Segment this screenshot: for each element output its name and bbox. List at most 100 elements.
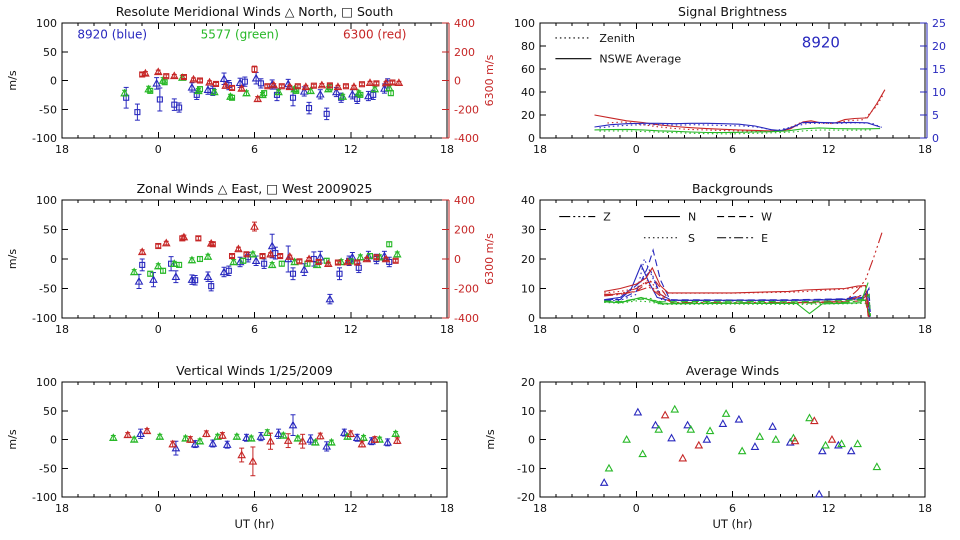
marker-triangle xyxy=(348,89,357,98)
y-tick-label: -10 xyxy=(517,462,535,475)
marker-triangle xyxy=(365,78,375,87)
marker-triangle xyxy=(325,294,335,303)
marker-square xyxy=(179,235,186,242)
marker-triangle xyxy=(323,259,333,267)
x-tick-label: 18 xyxy=(55,323,69,336)
marker-triangle xyxy=(872,462,882,471)
series-bg-green-e xyxy=(604,297,871,316)
data-line xyxy=(604,230,884,304)
right-axis-label: 6300 m/s xyxy=(483,54,496,106)
marker-square xyxy=(240,257,247,264)
marker-triangle xyxy=(161,238,171,247)
marker-triangle xyxy=(367,436,376,445)
panel-title: Signal Brightness xyxy=(678,4,787,19)
data-line xyxy=(599,122,882,132)
marker-triangle xyxy=(817,446,827,455)
legend-label: W xyxy=(761,211,772,224)
x-tick-label: 0 xyxy=(633,143,640,156)
right-axis-tick-label: -200 xyxy=(454,103,479,116)
marker-triangle xyxy=(187,82,197,91)
marker-triangle xyxy=(203,85,213,93)
marker-triangle xyxy=(375,434,384,443)
marker-triangle xyxy=(108,433,118,442)
data-line xyxy=(604,278,866,294)
marker-triangle xyxy=(246,433,256,442)
marker-square xyxy=(160,267,167,274)
marker-triangle xyxy=(285,252,295,260)
marker-triangle xyxy=(633,407,643,416)
marker-triangle xyxy=(837,439,846,448)
marker-triangle xyxy=(149,275,158,283)
marker-triangle xyxy=(299,265,309,273)
marker-triangle xyxy=(142,426,152,435)
marker-triangle xyxy=(790,436,800,445)
marker-square xyxy=(212,80,220,87)
marker-triangle xyxy=(136,429,145,437)
series-5577-zenith xyxy=(599,129,873,135)
y-tick-label: 10 xyxy=(521,283,535,296)
marker-triangle xyxy=(187,255,197,264)
x-tick-label: 18 xyxy=(440,143,454,156)
x-tick-label: 12 xyxy=(344,143,358,156)
x-tick-label: 18 xyxy=(55,502,69,515)
marker-triangle xyxy=(306,86,315,95)
y-tick-label: -50 xyxy=(39,283,57,296)
x-tick-label: 18 xyxy=(440,502,454,515)
marker-triangle xyxy=(283,436,293,444)
marker-triangle xyxy=(155,432,165,440)
y-tick-label: 0 xyxy=(50,75,57,88)
marker-square xyxy=(259,253,266,260)
marker-triangle xyxy=(381,78,391,87)
marker-triangle xyxy=(189,74,198,83)
y-tick-label: -100 xyxy=(32,491,57,504)
marker-square xyxy=(228,94,236,101)
marker-triangle xyxy=(670,404,680,413)
marker-triangle xyxy=(219,74,229,83)
panel-title: Average Winds xyxy=(686,363,779,378)
legend-label: Z xyxy=(603,211,611,224)
marker-triangle xyxy=(750,442,760,450)
marker-triangle xyxy=(232,432,242,440)
marker-triangle xyxy=(814,489,824,498)
marker-triangle xyxy=(219,267,229,276)
plot-frame xyxy=(61,381,448,498)
marker-triangle xyxy=(267,241,277,250)
x-tick-label: 18 xyxy=(918,323,932,336)
data-line xyxy=(599,129,873,135)
series-bg-blue-n xyxy=(604,263,871,318)
marker-triangle xyxy=(392,436,402,444)
panel-title: Vertical Winds 1/25/2009 xyxy=(176,363,333,378)
marker-triangle xyxy=(383,437,392,446)
marker-triangle xyxy=(195,436,205,445)
marker-triangle xyxy=(846,446,856,455)
y-tick-label: 0 xyxy=(528,312,535,325)
x-tick-label: 6 xyxy=(251,143,258,156)
marker-triangle xyxy=(333,82,343,91)
data-line xyxy=(594,89,886,132)
marker-triangle xyxy=(315,431,325,440)
data-line xyxy=(607,94,884,132)
marker-square xyxy=(139,71,146,78)
x-tick-label: 12 xyxy=(822,502,836,515)
marker-square xyxy=(334,259,341,266)
marker-square xyxy=(257,80,264,87)
marker-square xyxy=(147,87,154,94)
series-6300-nswe-average xyxy=(594,89,886,132)
series-8920-south xyxy=(123,76,391,121)
marker-square xyxy=(208,283,215,290)
y-tick-label: -50 xyxy=(39,103,57,116)
marker-square xyxy=(139,261,146,268)
marker-triangle xyxy=(274,87,283,96)
marker-square xyxy=(326,82,333,89)
y-axis-label: m/s xyxy=(6,429,19,449)
x-tick-label: 0 xyxy=(155,323,162,336)
marker-square xyxy=(336,270,343,277)
annotation-text: 5577 (green) xyxy=(201,28,279,42)
y-axis-label: m/s xyxy=(6,249,19,269)
marker-triangle xyxy=(123,430,133,439)
marker-square xyxy=(176,261,183,268)
marker-triangle xyxy=(322,441,332,450)
legend-label: N xyxy=(688,211,696,224)
marker-square xyxy=(134,109,141,116)
